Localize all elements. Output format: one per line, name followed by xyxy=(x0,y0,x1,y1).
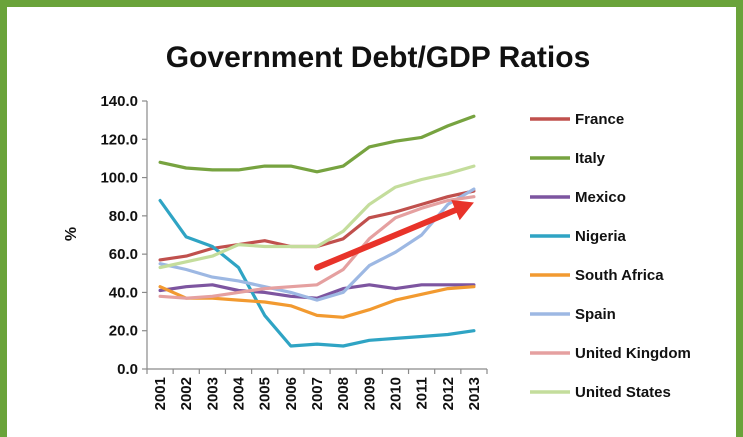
legend-label-united-kingdom: United Kingdom xyxy=(575,345,691,362)
y-tick-label: 40.0 xyxy=(109,284,138,301)
x-tick-label: 2004 xyxy=(231,376,248,410)
legend-label-south-africa: South Africa xyxy=(575,267,664,284)
x-tick-label: 2006 xyxy=(283,377,300,410)
x-tick-label: 2010 xyxy=(387,377,404,410)
x-tick-label: 2002 xyxy=(178,377,195,410)
x-tick-label: 2011 xyxy=(414,377,431,410)
x-tick-label: 2013 xyxy=(466,377,483,410)
series-line-france xyxy=(158,189,476,262)
series-line-united-states xyxy=(158,164,476,270)
y-axis-label: % xyxy=(63,227,80,241)
y-tick-label: 140.0 xyxy=(100,93,138,110)
chart-title: Government Debt/GDP Ratios xyxy=(166,41,591,74)
annotation-layer xyxy=(314,199,474,271)
series-line-mexico xyxy=(158,283,476,300)
legend-label-united-states: United States xyxy=(575,384,671,401)
y-tick-label: 0.0 xyxy=(117,361,138,378)
x-tick-label: 2005 xyxy=(257,377,274,410)
series-layer xyxy=(158,114,476,348)
x-tick-label: 2007 xyxy=(309,377,326,410)
legend-label-mexico: Mexico xyxy=(575,189,626,206)
series-line-nigeria xyxy=(158,198,476,348)
x-tick-label: 2003 xyxy=(204,377,221,410)
series-line-united-kingdom xyxy=(158,195,476,300)
x-tick-label: 2001 xyxy=(152,377,169,410)
series-line-italy xyxy=(158,114,476,174)
y-tick-label: 100.0 xyxy=(100,170,138,187)
legend-label-spain: Spain xyxy=(575,306,616,323)
legend: France Italy Mexico Nigeria South Africa Spai… xyxy=(530,111,691,401)
x-tick-label: 2008 xyxy=(335,377,352,410)
trend-arrow-head xyxy=(451,199,474,221)
y-tick-label: 120.0 xyxy=(100,131,138,148)
series-line-spain xyxy=(158,187,476,302)
legend-label-france: France xyxy=(575,111,624,128)
series-line-south-africa xyxy=(158,285,476,319)
axes: 0.0 20.0 40.0 60.0 80.0 100.0 120.0 140.0 2001 20… xyxy=(100,93,488,410)
legend-label-nigeria: Nigeria xyxy=(575,228,627,245)
y-tick-label: 80.0 xyxy=(109,208,138,225)
y-tick-label: 60.0 xyxy=(109,246,138,263)
x-tick-label: 2009 xyxy=(361,377,378,410)
x-tick-label: 2012 xyxy=(440,377,457,410)
y-tick-label: 20.0 xyxy=(109,323,138,340)
legend-label-italy: Italy xyxy=(575,150,606,167)
trend-arrow-shaft xyxy=(314,207,459,271)
